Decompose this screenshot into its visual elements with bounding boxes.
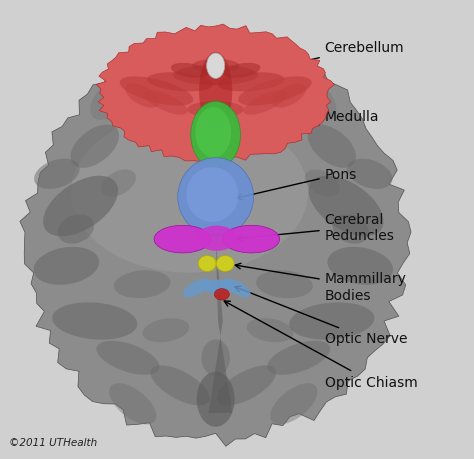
Ellipse shape [187, 102, 244, 118]
Ellipse shape [192, 60, 239, 73]
Ellipse shape [109, 383, 156, 425]
Ellipse shape [195, 108, 231, 158]
Ellipse shape [207, 54, 225, 79]
Polygon shape [96, 25, 334, 162]
Ellipse shape [52, 302, 137, 340]
Polygon shape [209, 239, 232, 413]
Ellipse shape [178, 158, 254, 236]
Ellipse shape [183, 279, 210, 297]
Ellipse shape [119, 77, 193, 106]
Text: Cerebral
Peduncles: Cerebral Peduncles [237, 212, 394, 242]
Ellipse shape [223, 64, 260, 78]
Ellipse shape [101, 170, 136, 197]
Ellipse shape [191, 102, 240, 169]
Ellipse shape [34, 247, 99, 285]
Ellipse shape [267, 341, 330, 375]
Text: Optic Nerve: Optic Nerve [235, 286, 407, 346]
Ellipse shape [171, 64, 208, 78]
Ellipse shape [96, 341, 160, 375]
Ellipse shape [244, 91, 287, 116]
Text: Medulla: Medulla [241, 110, 379, 147]
Ellipse shape [173, 66, 258, 86]
Ellipse shape [58, 215, 94, 244]
Ellipse shape [272, 84, 306, 108]
Ellipse shape [71, 125, 119, 168]
Ellipse shape [198, 256, 216, 272]
Ellipse shape [247, 319, 293, 342]
Ellipse shape [309, 176, 383, 237]
Ellipse shape [270, 383, 318, 425]
Ellipse shape [151, 365, 210, 406]
Ellipse shape [289, 302, 374, 340]
Text: Optic Chiasm: Optic Chiasm [224, 302, 418, 389]
Ellipse shape [305, 170, 340, 197]
Ellipse shape [223, 279, 251, 297]
Ellipse shape [43, 176, 118, 237]
Text: ©2011 UTHealth: ©2011 UTHealth [9, 437, 98, 448]
Ellipse shape [328, 247, 393, 285]
Ellipse shape [186, 168, 238, 223]
Ellipse shape [125, 84, 159, 108]
Ellipse shape [196, 226, 237, 252]
Ellipse shape [308, 125, 356, 168]
Ellipse shape [299, 81, 337, 121]
Ellipse shape [197, 372, 235, 427]
Ellipse shape [143, 319, 189, 342]
Text: Mammillary
Bodies: Mammillary Bodies [235, 264, 407, 302]
Ellipse shape [218, 73, 284, 92]
Ellipse shape [71, 112, 308, 273]
Ellipse shape [347, 159, 392, 190]
Ellipse shape [154, 226, 211, 253]
Ellipse shape [216, 256, 234, 272]
Ellipse shape [223, 226, 280, 253]
Ellipse shape [90, 81, 128, 121]
Text: Cerebellum: Cerebellum [239, 41, 404, 78]
Ellipse shape [199, 53, 232, 131]
Ellipse shape [214, 289, 229, 300]
Ellipse shape [144, 91, 188, 116]
Ellipse shape [34, 159, 80, 190]
Ellipse shape [256, 271, 313, 298]
Ellipse shape [114, 271, 171, 298]
Ellipse shape [201, 340, 230, 376]
Ellipse shape [238, 77, 312, 106]
Ellipse shape [202, 280, 231, 294]
Ellipse shape [217, 365, 276, 406]
Ellipse shape [333, 215, 369, 244]
Polygon shape [20, 42, 411, 446]
Text: Pons: Pons [237, 168, 357, 200]
Ellipse shape [147, 73, 213, 92]
